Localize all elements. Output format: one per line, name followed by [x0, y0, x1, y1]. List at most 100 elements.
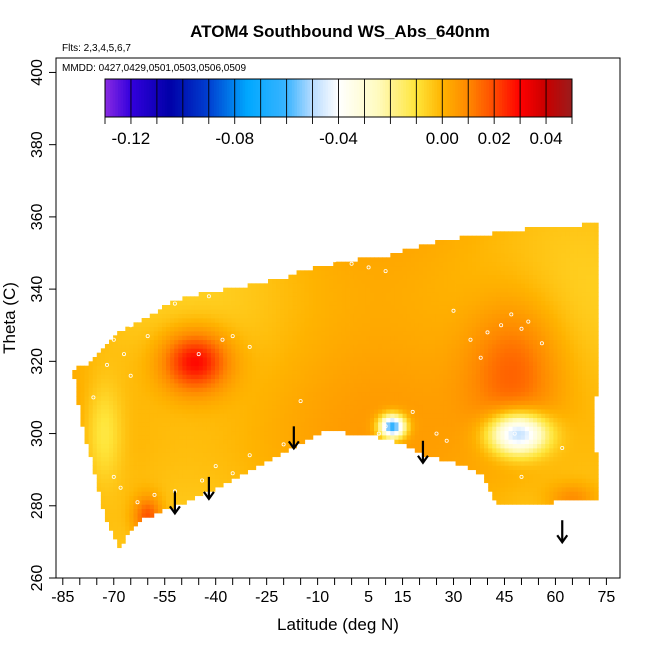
heatmap-cell — [406, 318, 412, 323]
heatmap-cell — [512, 426, 518, 432]
heatmap-cell — [463, 292, 469, 297]
heatmap-cell — [247, 292, 253, 297]
heatmap-cell — [100, 461, 106, 466]
heatmap-cell — [431, 387, 436, 393]
dates-note: MMDD: 0427,0429,0501,0503,0506,0509 — [62, 63, 246, 74]
heatmap-cell — [427, 266, 432, 271]
heatmap-cell — [365, 274, 371, 280]
heatmap-cell — [145, 383, 151, 388]
heatmap-cell — [255, 409, 261, 414]
heatmap-cell — [516, 274, 522, 280]
heatmap-cell — [276, 279, 281, 284]
heatmap-cell — [125, 517, 130, 523]
heatmap-cell — [488, 296, 493, 302]
heatmap-cell — [268, 326, 273, 332]
heatmap-cell — [117, 521, 122, 527]
heatmap-cell — [406, 292, 412, 297]
heatmap-cell — [459, 374, 465, 380]
heatmap-cell — [500, 426, 505, 432]
heatmap-cell — [402, 344, 408, 349]
heatmap-cell — [451, 456, 456, 462]
heatmap-cell — [524, 361, 530, 367]
heatmap-cell — [382, 292, 387, 297]
heatmap-cell — [149, 400, 155, 406]
heatmap-cell — [422, 300, 428, 306]
heatmap-cell — [357, 283, 363, 289]
heatmap-cell — [268, 448, 273, 453]
heatmap-cell — [223, 391, 228, 397]
heatmap-cell — [467, 266, 473, 271]
heatmap-cell — [243, 422, 249, 427]
heatmap-cell — [398, 279, 403, 284]
heatmap-cell — [333, 348, 338, 354]
heatmap-cell — [475, 383, 481, 388]
heatmap-cell — [280, 400, 285, 406]
heatmap-cell — [512, 469, 518, 475]
heatmap-cell — [194, 339, 200, 345]
heatmap-cell — [484, 257, 489, 263]
heatmap-cell — [427, 439, 432, 445]
heatmap-cell — [284, 300, 289, 306]
heatmap-cell — [341, 292, 346, 297]
heatmap-cell — [520, 261, 526, 267]
heatmap-cell — [243, 339, 249, 345]
heatmap-cell — [492, 391, 497, 397]
heatmap-cell — [129, 413, 134, 419]
heatmap-cell — [178, 404, 183, 410]
heatmap-cell — [133, 335, 138, 341]
heatmap-cell — [117, 357, 122, 362]
heatmap-cell — [459, 322, 465, 328]
heatmap-cell — [382, 344, 387, 349]
heatmap-cell — [292, 387, 297, 393]
heatmap-cell — [96, 417, 102, 423]
heatmap-cell — [467, 426, 473, 432]
heatmap-cell — [451, 404, 456, 410]
heatmap-cell — [337, 404, 342, 410]
heatmap-cell — [512, 361, 518, 367]
heatmap-cell — [504, 491, 509, 497]
heatmap-cell — [288, 426, 293, 432]
heatmap-cell — [243, 409, 249, 414]
heatmap-cell — [488, 391, 493, 397]
heatmap-cell — [100, 400, 106, 406]
heatmap-cell — [308, 400, 314, 406]
heatmap-cell — [113, 413, 118, 419]
heatmap-cell — [284, 439, 289, 445]
heatmap-cell — [247, 383, 253, 388]
heatmap-cell — [141, 387, 147, 393]
heatmap-cell — [113, 344, 118, 349]
heatmap-cell — [308, 322, 314, 328]
heatmap-cell — [382, 365, 387, 371]
heatmap-cell — [162, 409, 167, 414]
heatmap-cell — [369, 331, 375, 336]
heatmap-cell — [206, 352, 212, 358]
heatmap-cell — [451, 318, 456, 323]
heatmap-cell — [223, 374, 228, 380]
heatmap-cell — [113, 426, 118, 432]
heatmap-cell — [337, 305, 342, 310]
heatmap-cell — [500, 409, 505, 414]
heatmap-cell — [149, 422, 155, 427]
heatmap-cell — [308, 335, 314, 341]
heatmap-cell — [145, 478, 151, 484]
heatmap-cell — [471, 339, 477, 345]
heatmap-cell — [378, 404, 383, 410]
heatmap-cell — [337, 383, 342, 388]
heatmap-cell — [451, 448, 456, 453]
heatmap-cell — [512, 326, 518, 332]
heatmap-cell — [353, 400, 359, 406]
heatmap-cell — [467, 361, 473, 367]
heatmap-cell — [308, 370, 314, 375]
heatmap-cell — [157, 409, 163, 414]
heatmap-cell — [337, 335, 342, 341]
heatmap-cell — [378, 426, 383, 432]
heatmap-cell — [166, 383, 171, 388]
heatmap-cell — [129, 378, 134, 384]
heatmap-cell — [104, 478, 110, 484]
heatmap-cell — [484, 469, 489, 475]
heatmap-cell — [190, 422, 196, 427]
heatmap-cell — [186, 400, 191, 406]
heatmap-cell — [504, 248, 509, 254]
heatmap-cell — [524, 417, 530, 423]
heatmap-cell — [516, 309, 522, 315]
